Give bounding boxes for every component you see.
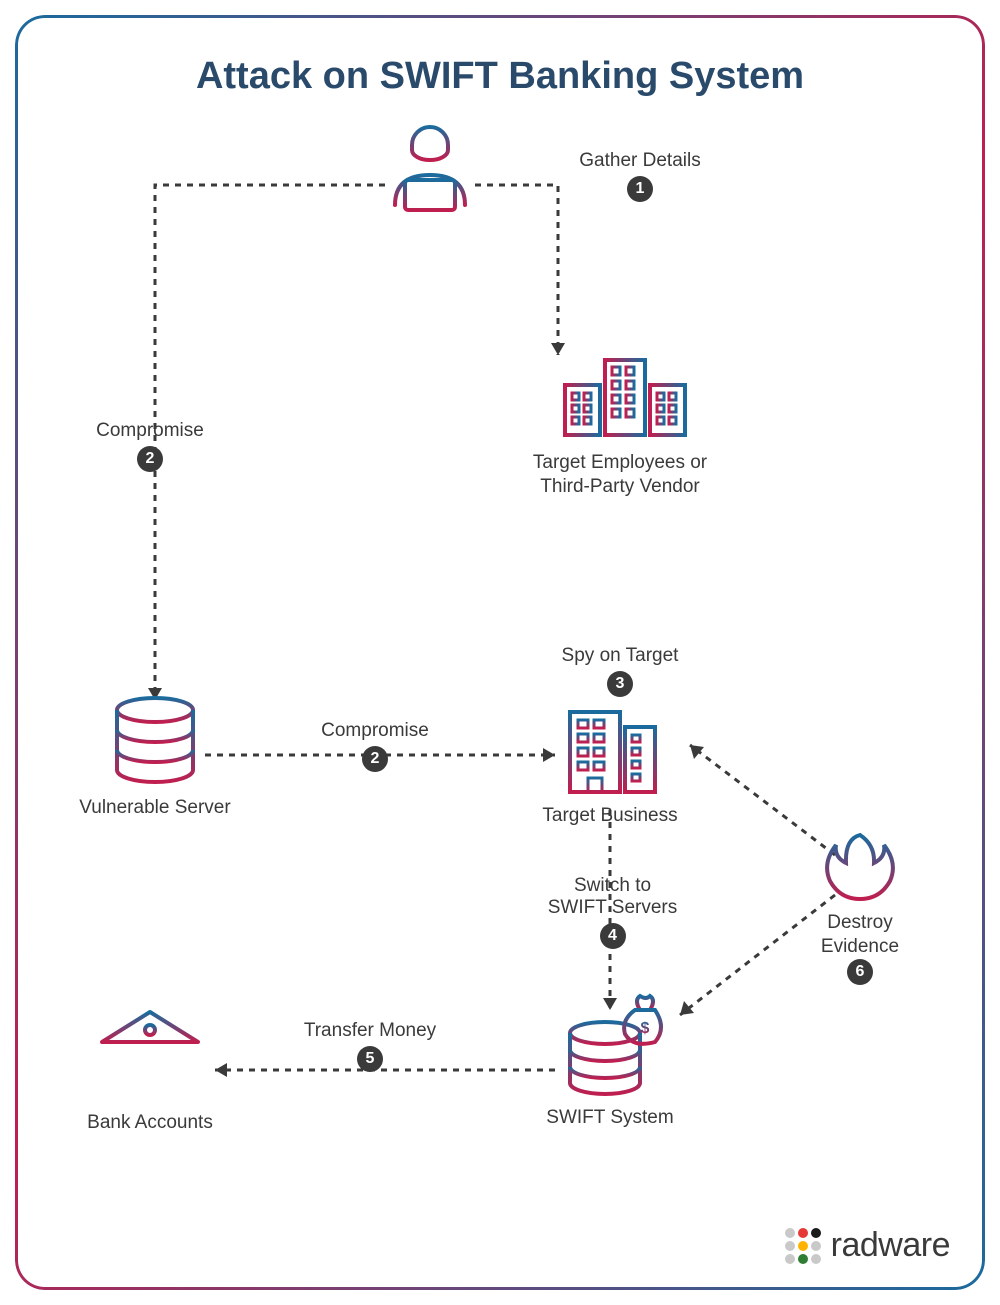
step-2a-label: Compromise — [80, 420, 220, 442]
step-1-label: Gather Details — [565, 150, 715, 172]
node-fire: DestroyEvidence — [800, 905, 920, 959]
logo-text: radware — [831, 1226, 950, 1265]
step-1: Gather Details 1 — [565, 150, 715, 202]
radware-logo: radware — [785, 1226, 950, 1265]
business-label: Target Business — [520, 804, 700, 828]
swift-label: SWIFT System — [520, 1106, 700, 1130]
server-label: Vulnerable Server — [60, 796, 250, 820]
step-4-badge: 4 — [600, 923, 626, 949]
step-3-label: Spy on Target — [545, 645, 695, 667]
step-6-badge: 6 — [847, 959, 873, 985]
step-2b-badge: 2 — [362, 746, 388, 772]
step-4: Switch toSWIFT Servers 4 — [535, 875, 690, 949]
node-bank: Bank Accounts — [60, 1105, 240, 1135]
step-3-badge: 3 — [607, 671, 633, 697]
diagram-frame — [15, 15, 985, 1290]
step-2b: Compromise 2 — [305, 720, 445, 772]
node-swift: SWIFT System — [520, 1100, 700, 1130]
bank-label: Bank Accounts — [60, 1111, 240, 1135]
diagram-title: Attack on SWIFT Banking System — [0, 55, 1000, 98]
step-2a-badge: 2 — [137, 446, 163, 472]
step-5-label: Transfer Money — [295, 1020, 445, 1042]
step-2b-label: Compromise — [305, 720, 445, 742]
step-5-badge: 5 — [357, 1046, 383, 1072]
employees-label: Target Employees orThird-Party Vendor — [520, 451, 720, 499]
step-6: 6 — [835, 955, 885, 985]
step-4-label: Switch toSWIFT Servers — [535, 875, 690, 919]
node-business: Target Business — [520, 798, 700, 828]
step-3: Spy on Target 3 — [545, 645, 695, 697]
step-5: Transfer Money 5 — [295, 1020, 445, 1072]
step-2a: Compromise 2 — [80, 420, 220, 472]
node-server: Vulnerable Server — [60, 790, 250, 820]
node-employees: Target Employees orThird-Party Vendor — [520, 445, 720, 499]
step-1-badge: 1 — [627, 176, 653, 202]
fire-label: DestroyEvidence — [800, 911, 920, 959]
logo-dots — [785, 1228, 821, 1264]
